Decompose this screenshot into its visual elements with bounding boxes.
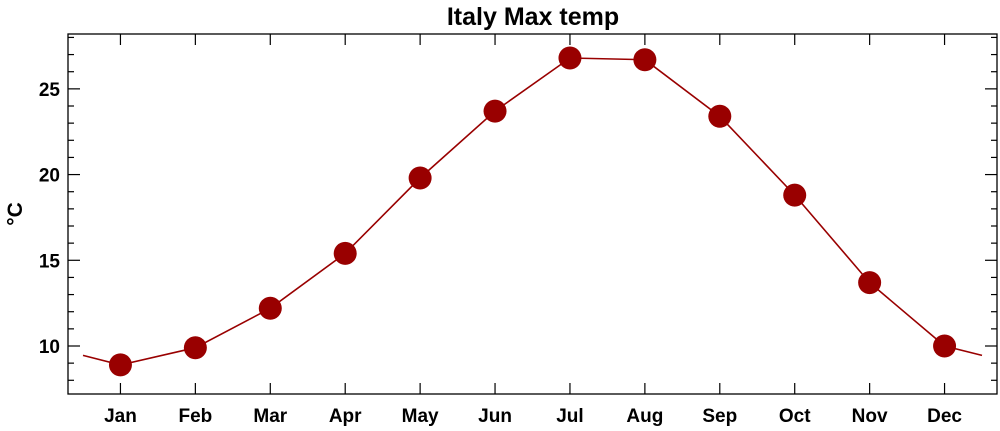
series-group (82, 46, 983, 377)
y-axis-label: °C (4, 202, 27, 226)
y-tick-label: 15 (39, 251, 61, 272)
data-point (858, 271, 882, 295)
x-tick-label: Feb (178, 406, 212, 427)
x-tick-label: Sep (702, 406, 737, 427)
data-point (183, 336, 207, 360)
data-point (108, 353, 132, 377)
x-tick-label: Oct (779, 406, 811, 427)
x-tick-label: May (402, 406, 439, 427)
data-point (408, 166, 432, 190)
x-tick-label: Nov (852, 406, 888, 427)
y-tick-label: 25 (39, 80, 61, 101)
x-tick-label: Jun (478, 406, 512, 427)
data-point (333, 241, 357, 265)
data-point (258, 296, 282, 320)
axis-ticks (68, 34, 997, 394)
data-point (633, 48, 657, 72)
plot-frame (67, 33, 998, 395)
x-tick-labels: Jan Feb Mar Apr May Jun Jul Aug Sep Oct Nov Dec (104, 406, 962, 427)
x-tick-label: Mar (253, 406, 287, 427)
x-tick-label: Dec (927, 406, 962, 427)
y-tick-label: 10 (39, 337, 60, 358)
data-point (708, 104, 732, 128)
x-tick-label: Apr (329, 406, 362, 427)
data-point (558, 46, 582, 70)
y-tick-label: 20 (39, 166, 60, 187)
series-line (82, 57, 983, 366)
data-point (783, 183, 807, 207)
chart-title: Italy Max temp (447, 3, 619, 31)
y-tick-labels: 10 15 20 25 (39, 80, 61, 358)
data-point (933, 334, 957, 358)
x-tick-label: Jul (556, 406, 583, 427)
x-tick-label: Aug (626, 406, 663, 427)
x-tick-label: Jan (104, 406, 137, 427)
data-point (483, 99, 507, 123)
